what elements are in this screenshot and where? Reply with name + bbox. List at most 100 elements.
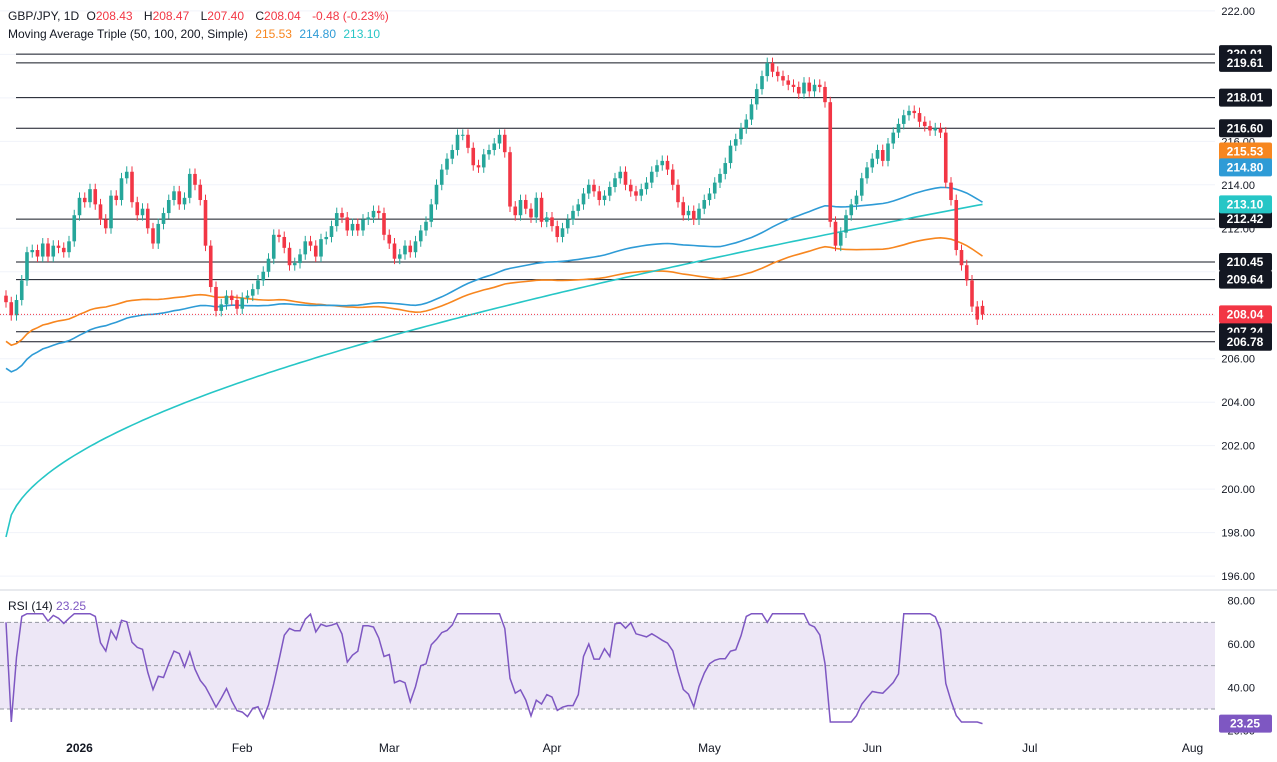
- candle: [392, 238, 397, 265]
- candle-body: [345, 217, 350, 231]
- candle: [67, 235, 71, 258]
- ma50-badge: 215.53: [1227, 145, 1264, 159]
- candle-body: [949, 182, 953, 201]
- candle-body: [770, 63, 775, 72]
- rsi-value-badge: 23.25: [1230, 717, 1260, 731]
- candle: [450, 144, 455, 165]
- candle: [350, 218, 355, 236]
- candle: [859, 172, 864, 202]
- candle: [434, 179, 439, 210]
- candle: [182, 192, 187, 210]
- ma100-value: 214.80: [299, 27, 337, 41]
- level-badge: 219.61: [1227, 56, 1264, 70]
- candle: [838, 227, 843, 252]
- candle-body: [308, 241, 313, 246]
- candle: [245, 290, 250, 304]
- candle: [628, 179, 633, 197]
- candle: [901, 109, 906, 130]
- candle-body: [681, 202, 686, 216]
- candle-body: [408, 245, 413, 253]
- candle-body: [14, 300, 19, 316]
- candle: [828, 96, 833, 228]
- rsi-band: [0, 622, 1215, 709]
- candle: [203, 194, 208, 252]
- candle: [849, 198, 854, 221]
- candle: [917, 107, 922, 128]
- candle-body: [508, 152, 512, 207]
- candle: [187, 168, 192, 204]
- candle: [497, 129, 502, 149]
- candle-body: [350, 223, 355, 231]
- candle-body: [676, 184, 680, 203]
- candle: [791, 79, 796, 93]
- candle-body: [901, 115, 906, 124]
- candle: [103, 214, 108, 234]
- candle: [424, 216, 428, 236]
- candle: [51, 240, 56, 262]
- candle: [670, 164, 675, 191]
- ma200-badge-bg: [1219, 195, 1272, 214]
- candle: [655, 159, 659, 178]
- symbol-label: GBP/JPY, 1D: [8, 9, 80, 23]
- candle-body: [382, 213, 386, 235]
- price-tick-label: 206.00: [1221, 354, 1255, 366]
- candle: [124, 166, 129, 184]
- level-badge: 209.64: [1227, 273, 1264, 287]
- candle-body: [19, 280, 24, 301]
- candle-body: [93, 189, 98, 205]
- candle-body: [245, 295, 250, 298]
- candle: [329, 220, 334, 243]
- candle-body: [119, 178, 124, 201]
- candle: [460, 129, 465, 141]
- candle-body: [208, 245, 213, 287]
- candle-body: [98, 204, 103, 220]
- level-badge-bg: [1219, 270, 1272, 289]
- candle-body: [40, 243, 45, 257]
- candle: [208, 240, 213, 293]
- candle: [854, 190, 859, 210]
- candle: [644, 177, 649, 195]
- candle-body: [686, 210, 691, 216]
- candle: [602, 190, 607, 206]
- change-value: -0.48 (-0.23%): [312, 9, 389, 23]
- candle-body: [565, 219, 570, 229]
- candle-body: [219, 304, 224, 311]
- ma50-badge-bg: [1219, 142, 1272, 161]
- level-badge: 216.60: [1227, 121, 1264, 135]
- candle-body: [581, 193, 586, 205]
- candle: [250, 283, 255, 302]
- candle: [345, 211, 350, 236]
- candle-body: [124, 171, 129, 179]
- candle-body: [849, 204, 854, 216]
- candle-body: [177, 191, 182, 205]
- candle-body: [487, 150, 491, 155]
- candle-body: [135, 202, 140, 216]
- candle: [72, 209, 77, 247]
- rsi-title: RSI (14): [8, 599, 53, 613]
- candle: [145, 203, 150, 234]
- candle-body: [529, 208, 533, 218]
- candle-body: [298, 254, 302, 264]
- candle: [812, 79, 817, 97]
- candle-body: [46, 243, 50, 257]
- close-value: 208.04: [264, 9, 301, 23]
- candle-body: [502, 134, 507, 153]
- candle: [387, 229, 392, 249]
- price-tick-label: 202.00: [1221, 441, 1255, 453]
- candle-body: [250, 289, 255, 296]
- candle-body: [733, 139, 738, 146]
- candle: [639, 183, 644, 202]
- candle: [933, 122, 938, 136]
- candle: [166, 194, 171, 219]
- candle-body: [534, 197, 539, 218]
- candle-body: [271, 234, 276, 259]
- candle-body: [964, 265, 969, 281]
- candle-body: [670, 169, 675, 185]
- candle-body: [602, 195, 607, 201]
- candle: [565, 214, 570, 234]
- candle: [35, 244, 40, 262]
- ma-legend: Moving Average Triple (50, 100, 200, Sim…: [8, 27, 384, 41]
- candle: [408, 240, 413, 258]
- candle: [592, 179, 596, 197]
